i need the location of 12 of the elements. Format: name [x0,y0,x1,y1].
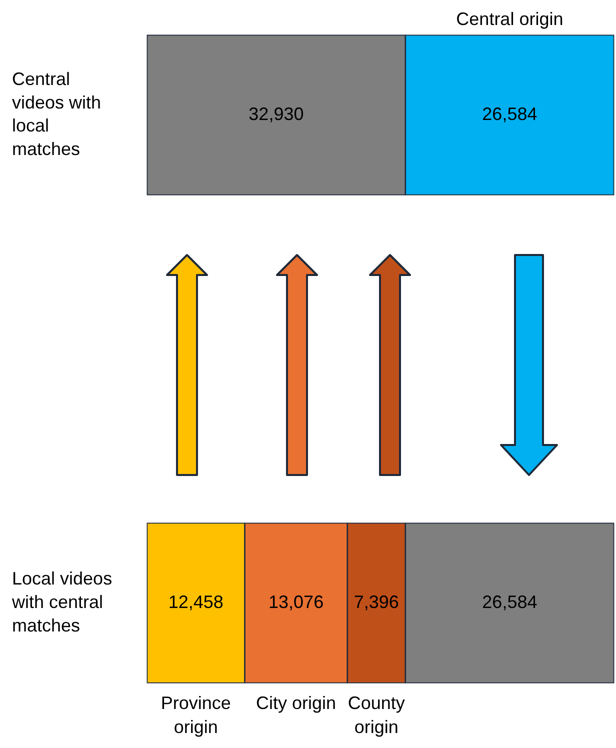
data-label: 32,930 [248,104,304,124]
data-label: 12,458 [168,592,224,612]
series-label: County origin [348,692,405,737]
series-label: Province origin [160,692,231,737]
series-label: City origin [256,692,336,713]
data-label: 13,076 [268,592,324,612]
data-label: 26,584 [482,104,538,124]
series-label: Central origin [456,8,564,29]
y-tick-label: Local videos with central matches [11,568,112,636]
data-label: 26,584 [482,592,538,612]
data-label: 7,396 [354,592,399,612]
y-tick-label: Central videos with local matches [12,68,102,160]
